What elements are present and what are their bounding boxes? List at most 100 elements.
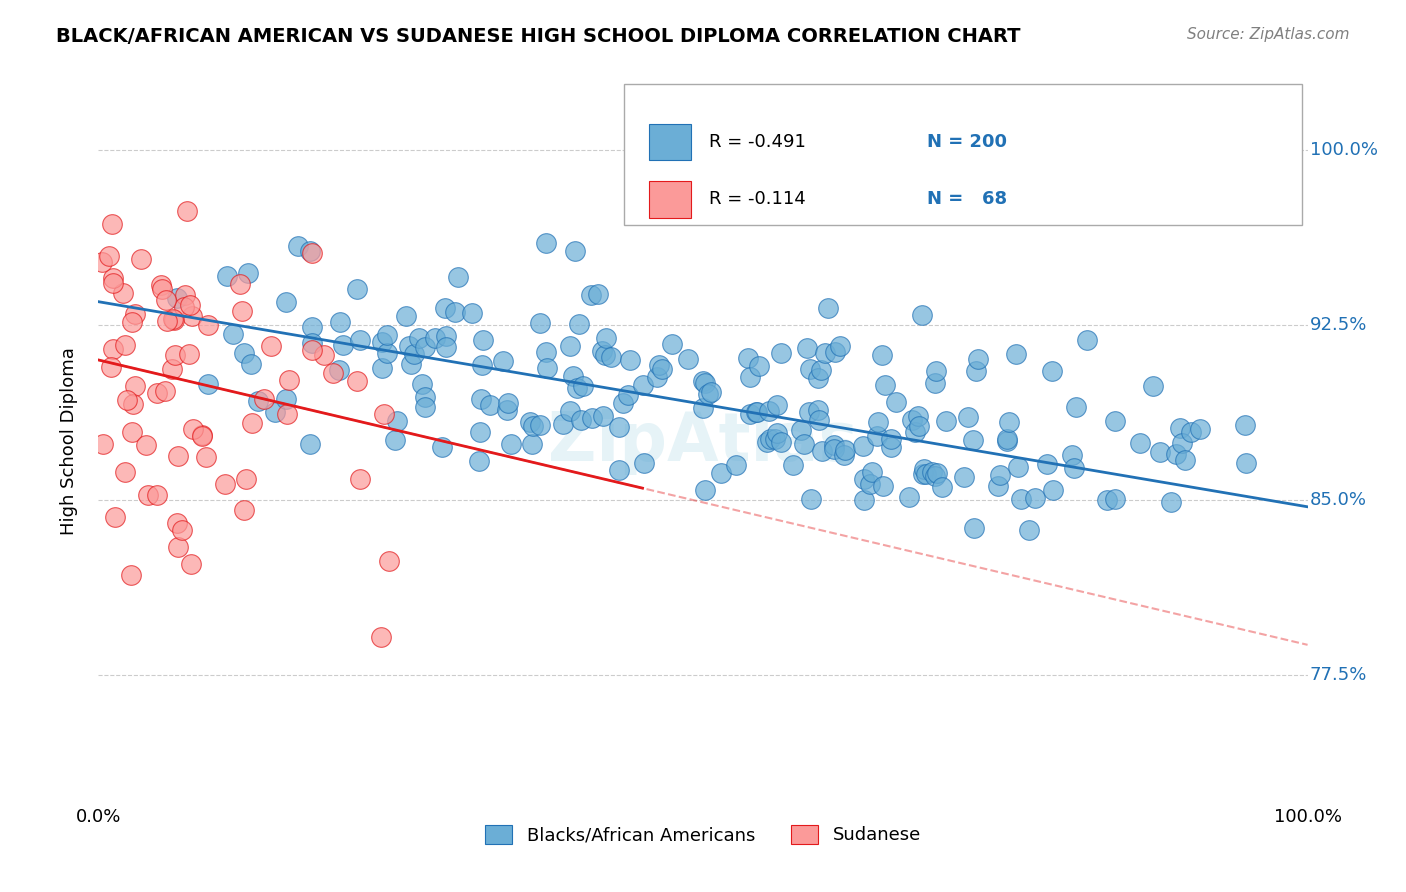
Point [551,417,574,432]
Point [617,388,640,402]
Point [1234,456,1257,470]
Point [124,307,146,321]
Point [914,467,936,481]
Point [912,467,935,482]
Point [124,379,146,393]
Point [1234,418,1257,433]
Point [562,368,585,383]
Point [471,359,494,373]
Point [859,477,882,491]
Point [925,466,948,480]
Point [298,437,321,451]
Point [519,415,541,429]
Point [872,348,894,362]
Point [569,412,592,426]
Point [394,309,416,323]
Point [648,359,671,373]
Point [117,393,139,408]
Point [411,377,433,392]
Point [121,314,143,328]
Point [745,405,768,419]
Point [163,348,186,362]
Point [828,339,851,353]
Point [651,361,673,376]
Point [880,440,903,454]
Point [197,318,219,332]
Point [180,557,202,571]
Point [765,425,787,440]
Point [370,630,392,644]
Point [808,413,831,427]
Point [232,346,254,360]
Point [166,540,188,554]
Point [725,458,748,473]
Point [1060,448,1083,462]
Point [1104,414,1126,428]
Point [120,568,142,582]
FancyBboxPatch shape [624,84,1302,225]
Point [434,341,457,355]
Point [155,384,177,398]
Point [807,403,830,417]
Point [875,377,897,392]
Point [912,462,935,476]
Text: N = 200: N = 200 [927,133,1007,151]
Point [240,417,263,431]
Point [155,293,177,307]
Point [1129,436,1152,450]
Text: Source: ZipAtlas.com: Source: ZipAtlas.com [1187,27,1350,42]
Text: BLACK/AFRICAN AMERICAN VS SUDANESE HIGH SCHOOL DIPLOMA CORRELATION CHART: BLACK/AFRICAN AMERICAN VS SUDANESE HIGH … [56,27,1021,45]
Point [398,338,420,352]
Text: ZipAtlas: ZipAtlas [548,409,858,475]
Point [872,479,894,493]
Point [619,353,641,368]
Point [1189,422,1212,436]
Point [763,432,786,446]
Point [399,357,422,371]
Point [328,363,350,377]
Point [678,351,700,366]
Point [1160,495,1182,509]
Point [314,348,336,362]
Point [468,425,491,439]
Point [924,376,946,390]
Point [384,433,406,447]
Point [661,336,683,351]
Point [564,244,586,259]
Point [415,401,437,415]
Point [534,345,557,359]
Point [998,416,1021,430]
Point [471,334,494,348]
Point [1024,491,1046,505]
Point [166,291,188,305]
Text: 85.0%: 85.0% [1310,491,1367,508]
Bar [648,124,690,160]
Point [529,316,551,330]
Point [997,432,1019,446]
Point [766,399,789,413]
Y-axis label: High School Diploma: High School Diploma [59,348,77,535]
Point [907,419,929,434]
Point [101,217,124,231]
Text: 77.5%: 77.5% [1310,665,1368,683]
Point [852,472,875,486]
Point [1063,461,1085,475]
Point [430,440,453,454]
Point [710,466,733,480]
Point [287,238,309,252]
Point [860,466,883,480]
Point [796,341,818,355]
Point [100,359,122,374]
Point [756,434,779,449]
Point [520,437,543,451]
Point [370,334,392,349]
Point [122,397,145,411]
Point [814,345,837,359]
Point [900,413,922,427]
Point [111,285,134,300]
Point [236,266,259,280]
Point [692,401,714,415]
Point [276,392,298,407]
Point [695,376,717,390]
Point [114,466,136,480]
